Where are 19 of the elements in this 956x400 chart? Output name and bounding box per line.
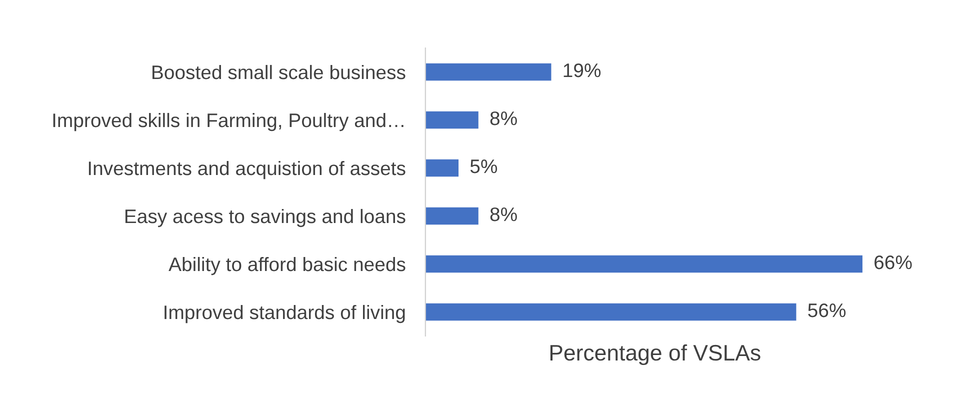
- x-axis-title: Percentage of VSLAs: [550, 344, 760, 366]
- bar: [425, 159, 459, 177]
- y-tick-label: Improved standards of living: [164, 304, 405, 324]
- data-label: 56%: [808, 303, 846, 318]
- bar: [425, 255, 862, 273]
- bar: [425, 63, 552, 81]
- y-tick-label: Boosted small scale business: [152, 64, 406, 80]
- data-label: 19%: [564, 63, 601, 78]
- data-label: 66%: [874, 255, 912, 270]
- bar: [425, 111, 478, 129]
- data-label: 8%: [490, 207, 517, 222]
- bar: [425, 207, 478, 225]
- y-tick-label: Easy acess to savings and loans: [125, 208, 406, 228]
- data-label: 5%: [470, 160, 498, 174]
- y-tick-label: Ability to afford basic needs: [168, 256, 406, 276]
- data-label: 8%: [490, 111, 517, 126]
- y-tick-label: Investments and acquistion of assets: [88, 160, 406, 180]
- bar: [425, 303, 796, 321]
- y-tick-label: Improved skills in Farming, Poultry and…: [53, 112, 404, 132]
